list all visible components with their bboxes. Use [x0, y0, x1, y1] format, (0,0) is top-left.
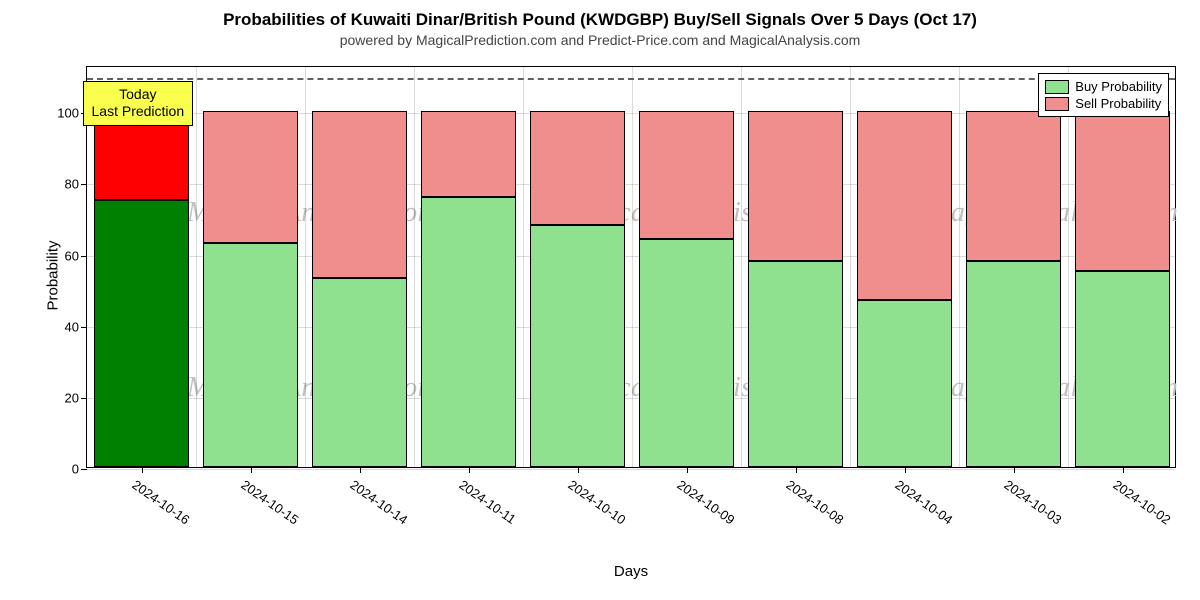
bar-buy — [203, 243, 299, 467]
bar-group — [312, 65, 408, 467]
bar-buy — [748, 261, 844, 467]
legend-label-sell: Sell Probability — [1075, 96, 1161, 111]
xtick-mark — [1014, 467, 1015, 473]
xtick-label: 2024-10-15 — [238, 477, 301, 527]
grid-line-v — [850, 67, 851, 467]
bar-sell — [639, 111, 735, 239]
bar-group — [203, 65, 299, 467]
xtick-mark — [251, 467, 252, 473]
xtick-label: 2024-10-02 — [1110, 477, 1173, 527]
legend-label-buy: Buy Probability — [1075, 79, 1162, 94]
today-line1: Today — [92, 86, 185, 104]
xtick-mark — [905, 467, 906, 473]
bar-group — [639, 65, 735, 467]
y-axis-label: Probability — [45, 240, 62, 310]
ytick-label: 80 — [65, 177, 87, 192]
grid-line-v — [741, 67, 742, 467]
bar-sell — [203, 111, 299, 243]
grid-line-v — [196, 67, 197, 467]
legend-swatch-buy — [1045, 80, 1069, 94]
bar-sell — [421, 111, 517, 196]
bar-buy — [857, 300, 953, 467]
bar-buy — [530, 225, 626, 467]
legend-item-sell: Sell Probability — [1045, 95, 1162, 112]
legend-item-buy: Buy Probability — [1045, 78, 1162, 95]
grid-line-v — [523, 67, 524, 467]
xtick-label: 2024-10-14 — [347, 477, 410, 527]
bar-buy — [421, 197, 517, 467]
chart-container: Probabilities of Kuwaiti Dinar/British P… — [0, 0, 1200, 600]
ytick-label: 60 — [65, 248, 87, 263]
bar-sell — [857, 111, 953, 300]
legend-swatch-sell — [1045, 97, 1069, 111]
bar-group — [966, 65, 1062, 467]
xtick-mark — [796, 467, 797, 473]
xtick-label: 2024-10-16 — [129, 477, 192, 527]
bar-group — [530, 65, 626, 467]
xtick-label: 2024-10-03 — [1001, 477, 1064, 527]
bar-buy — [1075, 271, 1171, 467]
bar-buy — [966, 261, 1062, 467]
ytick-label: 20 — [65, 390, 87, 405]
bar-sell — [312, 111, 408, 278]
bar-group — [857, 65, 953, 467]
xtick-mark — [360, 467, 361, 473]
xtick-mark — [469, 467, 470, 473]
bar-sell — [966, 111, 1062, 260]
xtick-label: 2024-10-11 — [456, 477, 518, 527]
grid-line-v — [959, 67, 960, 467]
plot-area: 020406080100MagicalAnalysis.comMagicalAn… — [86, 66, 1176, 468]
ytick-label: 40 — [65, 319, 87, 334]
bar-sell — [1075, 111, 1171, 271]
today-line2: Last Prediction — [92, 103, 185, 121]
chart-subtitle: powered by MagicalPrediction.com and Pre… — [0, 30, 1200, 48]
x-axis-label: Days — [86, 563, 1176, 580]
xtick-label: 2024-10-09 — [674, 477, 737, 527]
bar-group — [421, 65, 517, 467]
grid-line-v — [1068, 67, 1069, 467]
xtick-mark — [1123, 467, 1124, 473]
bar-buy — [312, 278, 408, 467]
bar-sell — [530, 111, 626, 225]
xtick-mark — [578, 467, 579, 473]
today-annotation: TodayLast Prediction — [83, 81, 194, 126]
xtick-label: 2024-10-10 — [565, 477, 628, 527]
xtick-mark — [142, 467, 143, 473]
grid-line-v — [414, 67, 415, 467]
bar-group — [1075, 65, 1171, 467]
bar-buy — [94, 200, 190, 467]
xtick-label: 2024-10-08 — [783, 477, 846, 527]
grid-line-v — [632, 67, 633, 467]
bar-buy — [639, 239, 735, 467]
bar-sell — [748, 111, 844, 260]
ytick-label: 0 — [72, 462, 87, 477]
xtick-mark — [687, 467, 688, 473]
chart-title: Probabilities of Kuwaiti Dinar/British P… — [0, 0, 1200, 30]
bar-group — [748, 65, 844, 467]
legend: Buy Probability Sell Probability — [1038, 73, 1169, 117]
grid-line-v — [305, 67, 306, 467]
xtick-label: 2024-10-04 — [892, 477, 955, 527]
reference-line — [87, 78, 1175, 80]
